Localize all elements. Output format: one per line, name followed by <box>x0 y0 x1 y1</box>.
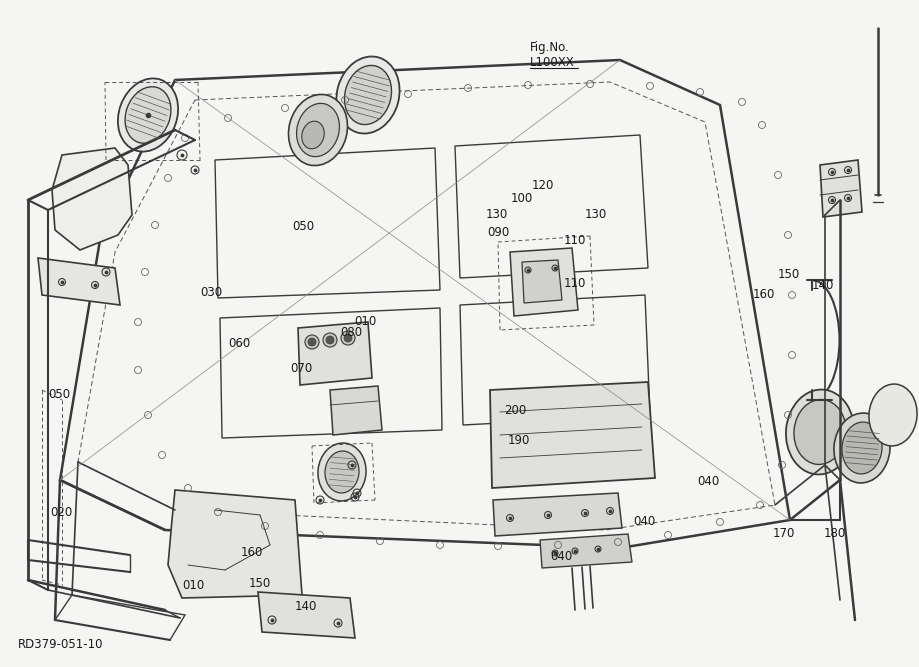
Text: 160: 160 <box>752 288 774 301</box>
Ellipse shape <box>301 121 323 149</box>
Text: 110: 110 <box>563 277 585 290</box>
Polygon shape <box>38 258 119 305</box>
Polygon shape <box>257 592 355 638</box>
Text: 170: 170 <box>772 527 794 540</box>
Ellipse shape <box>318 443 366 501</box>
Circle shape <box>344 334 352 342</box>
Polygon shape <box>52 148 131 250</box>
Text: Fig.No.: Fig.No. <box>529 41 569 55</box>
Text: 130: 130 <box>584 208 607 221</box>
Text: 090: 090 <box>487 225 509 239</box>
Text: 050: 050 <box>292 220 314 233</box>
Text: 040: 040 <box>632 515 654 528</box>
Polygon shape <box>539 534 631 568</box>
Circle shape <box>323 333 336 347</box>
Polygon shape <box>509 248 577 316</box>
Text: RD379-051-10: RD379-051-10 <box>18 638 104 652</box>
Polygon shape <box>493 493 621 536</box>
Ellipse shape <box>785 390 853 474</box>
Ellipse shape <box>793 400 845 464</box>
Text: 120: 120 <box>531 179 553 192</box>
Polygon shape <box>168 490 301 598</box>
Text: 100: 100 <box>510 192 532 205</box>
Text: 200: 200 <box>504 404 526 417</box>
Text: 020: 020 <box>51 506 73 519</box>
Text: 030: 030 <box>200 285 222 299</box>
Text: L100XX: L100XX <box>529 55 574 69</box>
Text: 040: 040 <box>697 475 719 488</box>
Ellipse shape <box>296 103 339 157</box>
Ellipse shape <box>118 79 178 151</box>
Circle shape <box>325 336 334 344</box>
Text: 150: 150 <box>777 268 799 281</box>
Ellipse shape <box>841 422 881 474</box>
Ellipse shape <box>833 413 889 483</box>
Text: 160: 160 <box>241 546 263 559</box>
Text: 130: 130 <box>485 208 507 221</box>
Circle shape <box>341 331 355 345</box>
Text: 050: 050 <box>48 388 70 402</box>
Ellipse shape <box>125 87 171 143</box>
Polygon shape <box>819 160 861 217</box>
Text: 150: 150 <box>248 577 270 590</box>
Circle shape <box>305 335 319 349</box>
Text: 080: 080 <box>340 325 362 339</box>
Circle shape <box>308 338 315 346</box>
Text: 060: 060 <box>228 337 250 350</box>
Text: 040: 040 <box>550 550 572 564</box>
Text: 010: 010 <box>182 579 204 592</box>
Text: 190: 190 <box>507 434 529 447</box>
Ellipse shape <box>344 65 391 125</box>
Text: 180: 180 <box>823 527 845 540</box>
Text: 110: 110 <box>563 233 585 247</box>
Text: 140: 140 <box>294 600 316 614</box>
Text: 140: 140 <box>811 279 833 292</box>
Polygon shape <box>330 386 381 435</box>
Ellipse shape <box>324 451 358 493</box>
Ellipse shape <box>289 95 347 165</box>
Text: 070: 070 <box>289 362 312 376</box>
Polygon shape <box>298 322 371 385</box>
Ellipse shape <box>868 384 916 446</box>
Polygon shape <box>490 382 654 488</box>
Text: 010: 010 <box>354 315 376 328</box>
Polygon shape <box>521 260 562 303</box>
Ellipse shape <box>336 57 399 133</box>
